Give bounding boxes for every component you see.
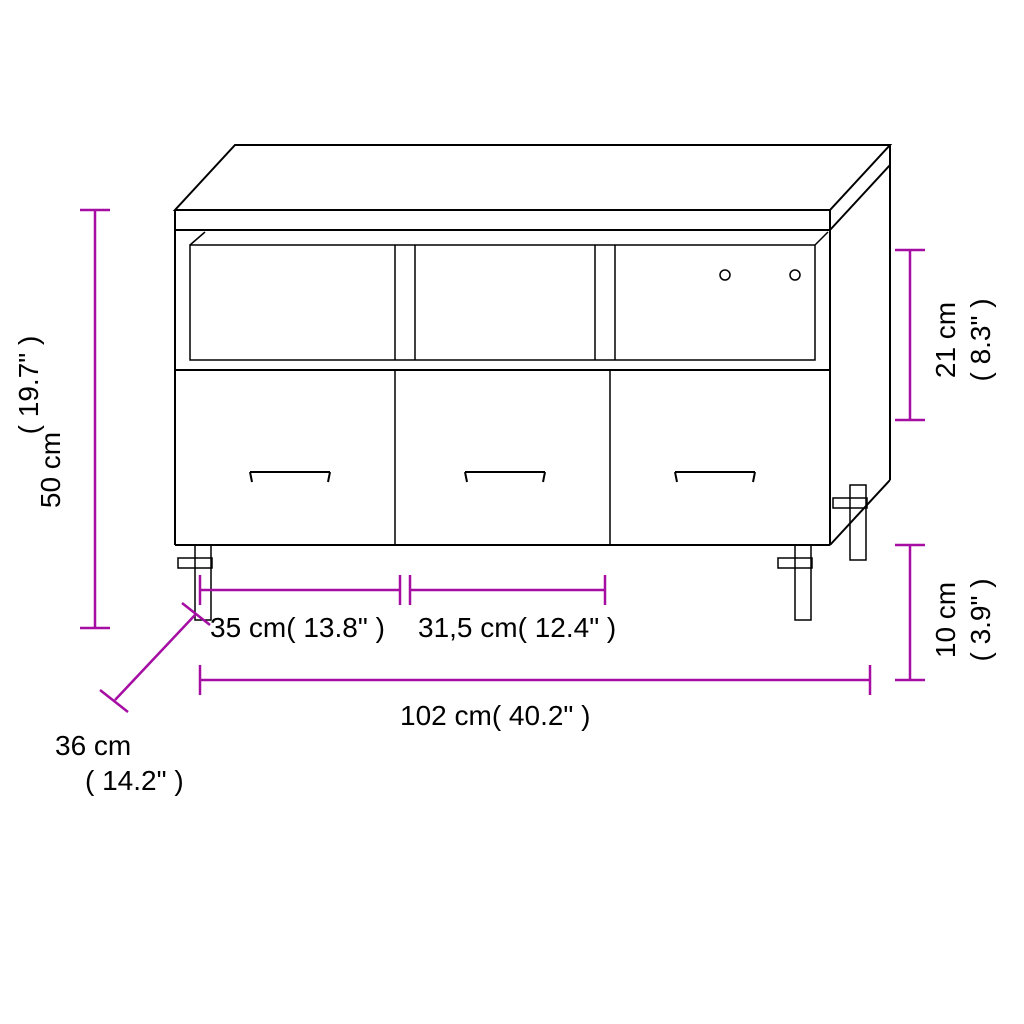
- legs: [178, 485, 867, 620]
- handle-2: [465, 472, 545, 482]
- dim-shelf-height: [895, 250, 925, 420]
- handle-1: [250, 472, 330, 482]
- furniture-outline: [175, 145, 890, 620]
- label-depth-in: ( 14.2" ): [85, 765, 184, 796]
- label-shelf-in: ( 8.3" ): [965, 298, 996, 381]
- dimension-diagram: 50 cm ( 19.7" ) 36 cm ( 14.2" ) 35 cm 31…: [0, 0, 1024, 1024]
- dim-height-total: [80, 210, 110, 628]
- dim-leg-height: [895, 545, 925, 680]
- dim-width-total: [200, 665, 870, 695]
- label-shelf-cm: 21 cm: [930, 302, 961, 378]
- dimension-lines: [80, 210, 925, 712]
- label-leg-in: ( 3.9" ): [965, 578, 996, 661]
- handle-3: [675, 472, 755, 482]
- dim-drawer-mid: [410, 575, 605, 605]
- label-height-in: ( 19.7" ): [13, 336, 44, 435]
- label-depth-cm: 36 cm: [55, 730, 131, 761]
- dimension-labels: 50 cm ( 19.7" ) 36 cm ( 14.2" ) 35 cm 31…: [13, 298, 996, 796]
- dim-drawer-wide: [200, 575, 400, 605]
- label-height-cm: 50 cm: [35, 432, 66, 508]
- label-leg-cm: 10 cm: [930, 582, 961, 658]
- dim-depth: [100, 603, 210, 712]
